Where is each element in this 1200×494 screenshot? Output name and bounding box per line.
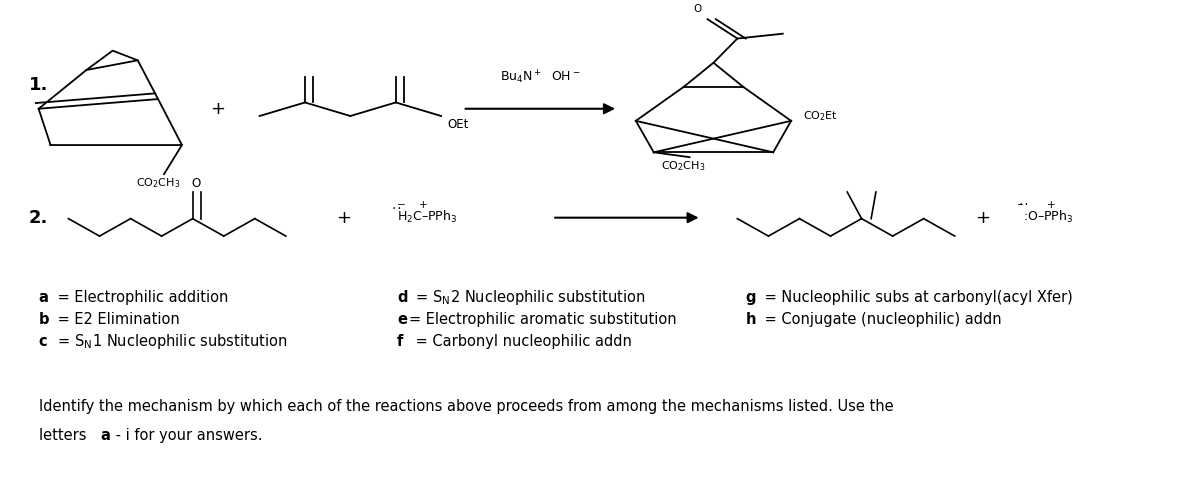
- Text: = Carbonyl nucleophilic addn: = Carbonyl nucleophilic addn: [412, 333, 632, 349]
- Text: ··: ··: [1018, 200, 1031, 209]
- Text: d: d: [397, 290, 408, 305]
- Text: Identify the mechanism by which each of the reactions above proceeds from among : Identify the mechanism by which each of …: [38, 399, 893, 414]
- Text: = S$_\mathregular{N}$2 Nucleophilic substitution: = S$_\mathregular{N}$2 Nucleophilic subs…: [412, 288, 646, 307]
- Text: ··: ··: [391, 205, 403, 214]
- Text: OEt: OEt: [448, 119, 468, 131]
- Text: = Nucleophilic subs at carbonyl(acyl Xfer): = Nucleophilic subs at carbonyl(acyl Xfe…: [760, 290, 1073, 305]
- Text: b: b: [38, 312, 49, 327]
- Text: :O–PPh$_3$: :O–PPh$_3$: [1022, 209, 1073, 225]
- Text: 1.: 1.: [29, 76, 48, 93]
- Text: - i for your answers.: - i for your answers.: [112, 428, 263, 443]
- Text: 2.: 2.: [29, 208, 48, 227]
- Text: g: g: [745, 290, 756, 305]
- Text: = Electrophilic addition: = Electrophilic addition: [53, 290, 228, 305]
- Text: = Conjugate (nucleophilic) addn: = Conjugate (nucleophilic) addn: [760, 312, 1002, 327]
- Text: +: +: [336, 208, 350, 227]
- Text: CO$_2$CH$_3$: CO$_2$CH$_3$: [661, 160, 706, 173]
- Text: O: O: [694, 4, 702, 14]
- Text: h: h: [745, 312, 756, 327]
- Text: a: a: [101, 428, 110, 443]
- Text: −: −: [397, 200, 406, 209]
- Text: letters: letters: [38, 428, 91, 443]
- Text: +: +: [1048, 200, 1056, 209]
- Text: = Electrophilic aromatic substitution: = Electrophilic aromatic substitution: [409, 312, 677, 327]
- Text: −: −: [1015, 200, 1022, 209]
- Text: +: +: [419, 200, 427, 209]
- Text: a: a: [38, 290, 48, 305]
- Text: = E2 Elimination: = E2 Elimination: [53, 312, 180, 327]
- Text: f: f: [397, 333, 403, 349]
- Text: CO$_2$CH$_3$: CO$_2$CH$_3$: [136, 176, 180, 190]
- Text: = S$_\mathregular{N}$1 Nucleophilic substitution: = S$_\mathregular{N}$1 Nucleophilic subs…: [53, 331, 287, 351]
- Text: CO$_2$Et: CO$_2$Et: [803, 109, 838, 123]
- Text: Bu$_4$N$^+$  OH$^-$: Bu$_4$N$^+$ OH$^-$: [500, 69, 581, 86]
- Text: e: e: [397, 312, 407, 327]
- Text: +: +: [210, 100, 226, 118]
- Text: H$_2$C–PPh$_3$: H$_2$C–PPh$_3$: [396, 209, 457, 225]
- Text: O: O: [192, 177, 200, 190]
- Text: c: c: [38, 333, 47, 349]
- Text: +: +: [974, 208, 990, 227]
